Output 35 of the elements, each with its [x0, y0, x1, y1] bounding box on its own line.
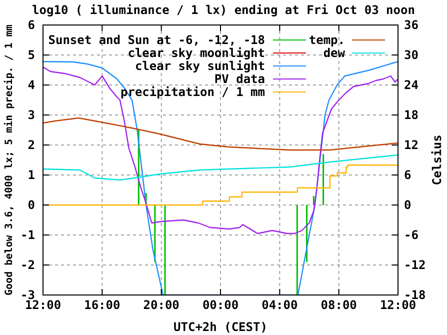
- legend-label: temp.: [308, 33, 345, 47]
- y2-tick-label: -12: [404, 258, 426, 272]
- legend-label: clear sky moonlight: [128, 46, 265, 60]
- x-axis-title: UTC+2h (CEST): [174, 320, 268, 334]
- x-tick-label: 04:00: [262, 298, 298, 312]
- legend-label: Sunset and Sun at -6, -12, -18: [48, 33, 265, 47]
- y-tick-label: 4: [28, 78, 35, 92]
- y2-tick-label: 6: [404, 168, 412, 182]
- y2-tick-label: 0: [404, 198, 412, 212]
- x-tick-label: 08:00: [320, 298, 357, 312]
- y-tick-label: -1: [20, 228, 35, 242]
- y2-tick-label: 18: [404, 108, 418, 122]
- y-tick-label: 2: [28, 138, 35, 152]
- y2-axis-title: Celsius: [430, 134, 444, 186]
- y2-tick-label: 24: [404, 78, 418, 92]
- y2-tick-label: 30: [404, 48, 418, 62]
- x-tick-label: 00:00: [202, 298, 239, 312]
- x-tick-label: 12:00: [24, 298, 62, 312]
- y-axis-title: Good below 3.6, 4000 lx; 5 min precip. / 1 mm: [3, 24, 15, 296]
- y-tick-label: 1: [28, 168, 35, 182]
- chart-title: log10 ( illuminance / 1 lx) ending at Fri Oct 03 noon: [32, 3, 415, 17]
- legend-label: dew: [323, 46, 346, 60]
- x-tick-label: 16:00: [84, 298, 120, 312]
- legend-label: PV data: [214, 72, 265, 86]
- x-tick-label: 12:00: [380, 298, 416, 312]
- x-tick-label: 20:00: [143, 298, 180, 312]
- y-tick-label: 6: [28, 18, 35, 32]
- y2-tick-label: 36: [404, 18, 418, 32]
- y-tick-label: 0: [28, 198, 35, 212]
- y2-tick-label: -6: [404, 228, 418, 242]
- y-tick-label: 5: [28, 48, 35, 62]
- legend-label: clear sky sunlight: [134, 59, 265, 73]
- y-tick-label: 3: [28, 108, 35, 122]
- y-tick-label: -2: [20, 258, 35, 272]
- y2-tick-label: 12: [404, 138, 418, 152]
